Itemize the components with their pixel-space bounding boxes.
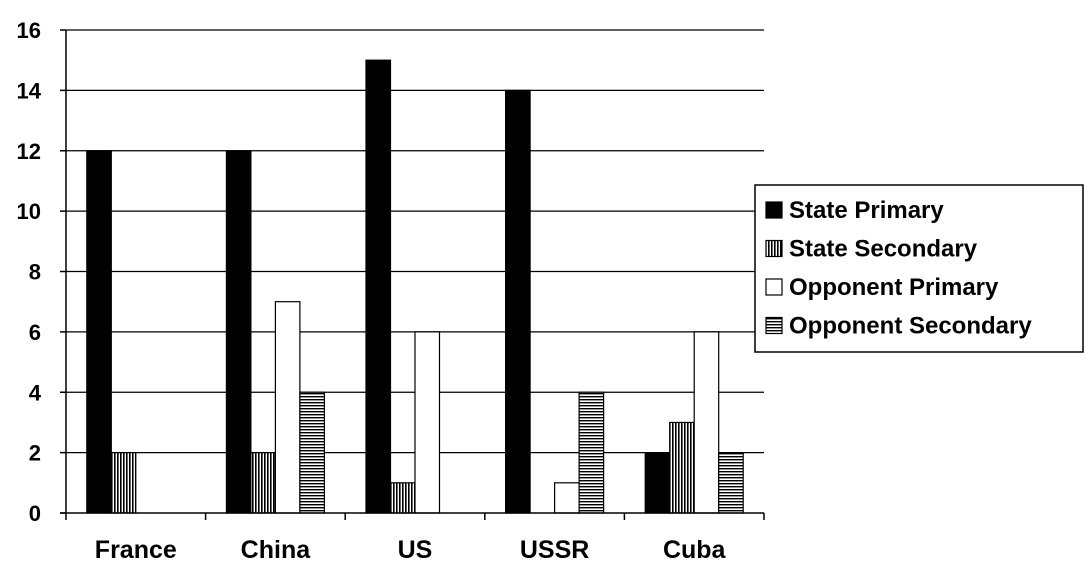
y-tick-label-14: 14 xyxy=(17,78,42,103)
x-category-label-france: France xyxy=(95,536,177,564)
legend-label-state-primary: State Primary xyxy=(789,197,944,224)
x-category-label-china: China xyxy=(241,536,312,564)
bar-ussr-state-primary xyxy=(505,89,531,514)
y-tick-label-10: 10 xyxy=(17,199,41,224)
legend-label-opponent-secondary: Opponent Secondary xyxy=(789,313,1032,340)
y-tick-label-16: 16 xyxy=(17,18,41,43)
bar-france-state-secondary xyxy=(110,452,137,514)
bar-cuba-opponent-primary xyxy=(693,331,720,514)
bar-china-state-secondary xyxy=(250,452,276,514)
legend-label-state-secondary: State Secondary xyxy=(789,236,978,263)
bar-ussr-opponent-secondary xyxy=(578,391,605,514)
y-tick-label-4: 4 xyxy=(29,380,42,405)
y-tick-label-6: 6 xyxy=(29,320,41,345)
bar-cuba-opponent-secondary xyxy=(718,452,744,514)
bar-cuba-state-secondary xyxy=(669,421,695,514)
bar-france-state-primary xyxy=(86,150,112,514)
legend-swatch-opponent-primary xyxy=(765,278,783,296)
y-tick-labels: 0 2 4 6 8 10 12 14 16 xyxy=(17,18,42,526)
bar-china-opponent-primary xyxy=(274,301,301,514)
legend-label-opponent-primary: Opponent Primary xyxy=(789,274,999,301)
bars xyxy=(86,59,744,514)
bar-ussr-opponent-primary xyxy=(553,482,580,514)
y-tick-label-2: 2 xyxy=(29,441,41,466)
legend: State Primary State Secondary Opponent Pri… xyxy=(754,184,1084,353)
y-tick-label-8: 8 xyxy=(29,260,41,285)
bar-china-opponent-secondary xyxy=(299,391,325,514)
x-category-label-us: US xyxy=(398,536,433,564)
x-category-label-ussr: USSR xyxy=(520,536,589,564)
bar-us-opponent-primary xyxy=(414,331,441,514)
x-category-labels: France China US USSR Cuba xyxy=(95,536,727,564)
y-tick-label-0: 0 xyxy=(29,501,41,526)
y-tick-label-12: 12 xyxy=(17,139,41,164)
legend-swatch-state-primary xyxy=(765,201,783,219)
bar-us-state-primary xyxy=(365,59,392,514)
legend-swatch-state-secondary xyxy=(765,239,783,258)
x-category-label-cuba: Cuba xyxy=(663,536,727,564)
bar-us-state-secondary xyxy=(389,482,416,514)
bar-china-state-primary xyxy=(225,150,252,514)
legend-box xyxy=(754,184,1084,353)
legend-swatch-opponent-secondary xyxy=(765,316,783,335)
bar-cuba-state-primary xyxy=(644,452,671,514)
axes xyxy=(60,29,765,520)
